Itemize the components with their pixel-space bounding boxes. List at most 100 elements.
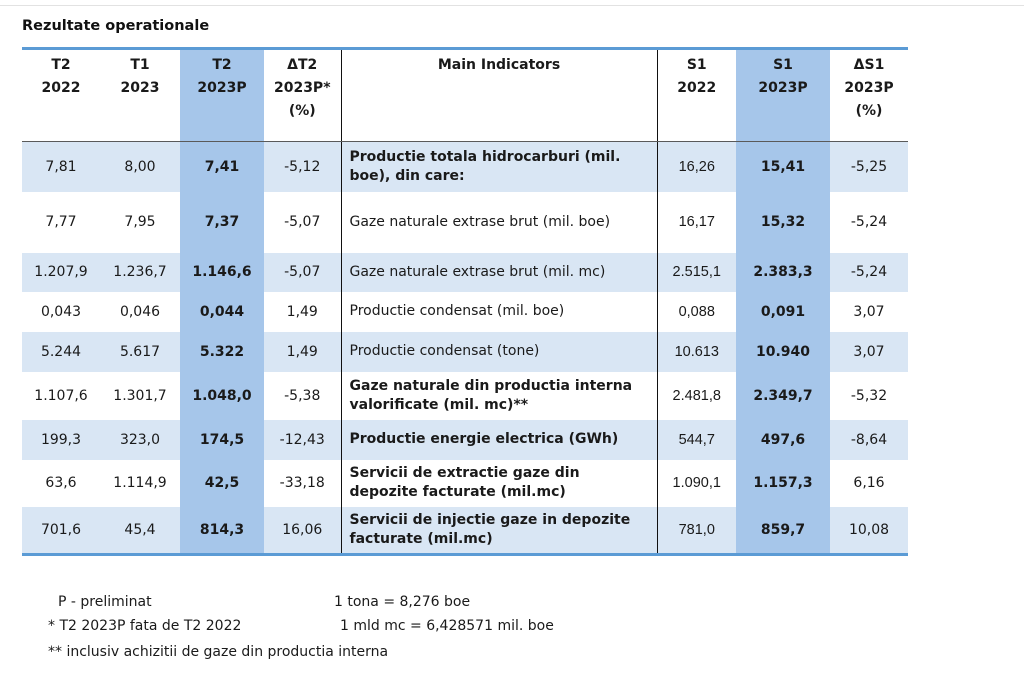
header-line: 2023P* <box>273 80 331 96</box>
cell-delta-t2: -12,43 <box>264 419 341 460</box>
header-line: ΔS1 <box>853 57 885 73</box>
cell-indicator: Gaze naturale extrase brut (mil. mc) <box>340 252 658 292</box>
cell-t1-2023: 8,00 <box>100 141 180 192</box>
header-line: ΔT2 <box>287 57 318 73</box>
cell-delta-t2: 1,49 <box>286 303 318 320</box>
cell-indicator: Productie energie electrica (GWh) <box>340 419 658 460</box>
header-line: 2022 <box>677 80 717 96</box>
header-s1-2023p: S1 2023P <box>736 47 830 142</box>
cell-t2-2022: 199,3 <box>22 419 100 460</box>
cell-s1-2023p: 10.940 <box>736 331 830 372</box>
cell-s1-2023p: 859,7 <box>736 506 830 556</box>
cell-delta-t2: 1,49 <box>264 331 341 372</box>
cell-t2-2022: 7,81 <box>22 141 100 192</box>
cell-indicator: Servicii de extractie gaze din depozite … <box>340 459 658 507</box>
header-line: T1 <box>130 57 150 73</box>
cell-delta-s1: 3,07 <box>853 303 885 320</box>
cell-s1-2023p: 15,32 <box>736 191 830 253</box>
cell-indicator: Gaze naturale din productia interna valo… <box>340 371 658 420</box>
cell-t1-2023: 1.114,9 <box>113 475 167 491</box>
cell-t1-2023: 5.617 <box>100 331 180 372</box>
header-line: 2022 <box>41 80 81 96</box>
cell-delta-s1: 6,16 <box>853 475 885 491</box>
cell-t2-2022: 1.107,6 <box>34 387 88 404</box>
table-row: 7,81 8,00 7,41 -5,12 Productie totala hidroc… <box>22 141 908 192</box>
cell-t1-2023: 45,4 <box>100 506 180 556</box>
table-row: 1.207,9 1.236,7 1.146,6 -5,07 Gaze naturale … <box>22 252 908 292</box>
cell-s1-2023p: 15,41 <box>736 141 830 192</box>
cell-indicator: Gaze naturale extrase brut (mil. boe) <box>340 191 658 253</box>
cell-s1-2022: 2.515,1 <box>657 252 736 292</box>
cell-delta-s1: -8,64 <box>830 419 908 460</box>
header-main-indicators: Main Indicators <box>340 47 658 142</box>
cell-s1-2022: 544,7 <box>657 419 736 460</box>
cell-t2-2023p: 1.048,0 <box>180 371 264 420</box>
cell-delta-t2: -33,18 <box>279 475 325 491</box>
cell-t2-2023p: 7,37 <box>180 191 264 253</box>
header-t2-2022: T2 2022 <box>22 47 100 142</box>
cell-t1-2023: 1.301,7 <box>113 387 167 404</box>
header-line: S1 <box>686 57 707 73</box>
header-line: (%) <box>288 103 316 119</box>
cell-s1-2023p: 497,6 <box>736 419 830 460</box>
top-divider <box>0 5 1024 6</box>
header-t2-2023p: T2 2023P <box>180 47 264 142</box>
cell-t1-2023: 323,0 <box>100 419 180 460</box>
cell-t2-2023p: 5.322 <box>180 331 264 372</box>
header-line: 2023P <box>758 80 808 96</box>
note-preliminary: P - preliminat <box>58 594 152 610</box>
cell-delta-s1: 10,08 <box>830 506 908 556</box>
cell-t2-2022: 0,043 <box>40 303 82 320</box>
cell-t2-2023p: 7,41 <box>180 141 264 192</box>
table-row: 701,6 45,4 814,3 16,06 Servicii de injectie … <box>22 506 908 556</box>
note-acquisitions: ** inclusiv achizitii de gaze din produc… <box>48 644 389 660</box>
header-line: T2 <box>212 57 232 73</box>
header-s1-2022: S1 2022 <box>657 47 736 142</box>
cell-s1-2023p: 1.157,3 <box>736 459 830 507</box>
table-row: 0,043 0,046 0,044 1,49 Productie condensat (… <box>22 291 908 332</box>
table-row: 1.107,6 1.301,7 1.048,0 -5,38 Gaze naturale … <box>22 371 908 420</box>
cell-delta-s1: -5,25 <box>830 141 908 192</box>
cell-s1-2022: 781,0 <box>657 506 736 556</box>
cell-delta-s1: 3,07 <box>830 331 908 372</box>
cell-t2-2022: 5.244 <box>22 331 100 372</box>
header-line: 2023P <box>197 80 247 96</box>
header-line: (%) <box>855 103 883 119</box>
cell-indicator: Productie condensat (tone) <box>340 331 658 372</box>
cell-indicator: Servicii de injectie gaze in depozite fa… <box>340 506 658 556</box>
cell-t2-2022: 701,6 <box>22 506 100 556</box>
cell-delta-t2: -5,38 <box>284 387 321 404</box>
cell-t1-2023: 7,95 <box>124 214 156 230</box>
cell-delta-s1: -5,24 <box>850 214 888 230</box>
cell-t2-2023p: 1.146,6 <box>180 252 264 292</box>
cell-s1-2022: 0,088 <box>678 303 715 320</box>
cell-t1-2023: 1.236,7 <box>100 252 180 292</box>
cell-s1-2022: 16,26 <box>657 141 736 192</box>
cell-s1-2022: 16,17 <box>678 214 715 230</box>
cell-delta-t2: -5,07 <box>264 252 341 292</box>
cell-delta-t2: -5,12 <box>264 141 341 192</box>
cell-delta-t2: 16,06 <box>264 506 341 556</box>
cell-s1-2023p: 2.383,3 <box>736 252 830 292</box>
header-line: Main Indicators <box>437 57 561 73</box>
note-tonne-conversion: 1 tona = 8,276 boe <box>334 594 471 610</box>
cell-s1-2022: 10.613 <box>657 331 736 372</box>
operational-results-table: T2 2022 T1 2023 T2 2023P ΔT2 2023P* (%) Main Indi… <box>22 47 908 556</box>
table-row: 5.244 5.617 5.322 1,49 Productie condensat (… <box>22 331 908 372</box>
cell-t2-2022: 63,6 <box>45 475 77 491</box>
header-line: S1 <box>773 57 793 73</box>
table-row: 7,77 7,95 7,37 -5,07 Gaze naturale extrase b… <box>22 191 908 253</box>
table-row: 63,6 1.114,9 42,5 -33,18 Servicii de extract… <box>22 459 908 507</box>
cell-s1-2022: 1.090,1 <box>672 475 721 491</box>
cell-t2-2023p: 174,5 <box>180 419 264 460</box>
table-header-row: T2 2022 T1 2023 T2 2023P ΔT2 2023P* (%) Main Indi… <box>22 47 908 142</box>
header-line: 2023P <box>844 80 894 96</box>
section-title: Rezultate operationale <box>22 18 210 34</box>
cell-s1-2022: 2.481,8 <box>672 387 721 404</box>
cell-s1-2023p: 2.349,7 <box>736 371 830 420</box>
cell-t1-2023: 0,046 <box>119 303 161 320</box>
cell-t2-2023p: 814,3 <box>180 506 264 556</box>
cell-indicator: Productie totala hidrocarburi (mil. boe)… <box>340 141 658 192</box>
table-body: 7,81 8,00 7,41 -5,12 Productie totala hidroc… <box>22 141 908 556</box>
note-bcm-conversion: 1 mld mc = 6,428571 mil. boe <box>340 618 554 634</box>
